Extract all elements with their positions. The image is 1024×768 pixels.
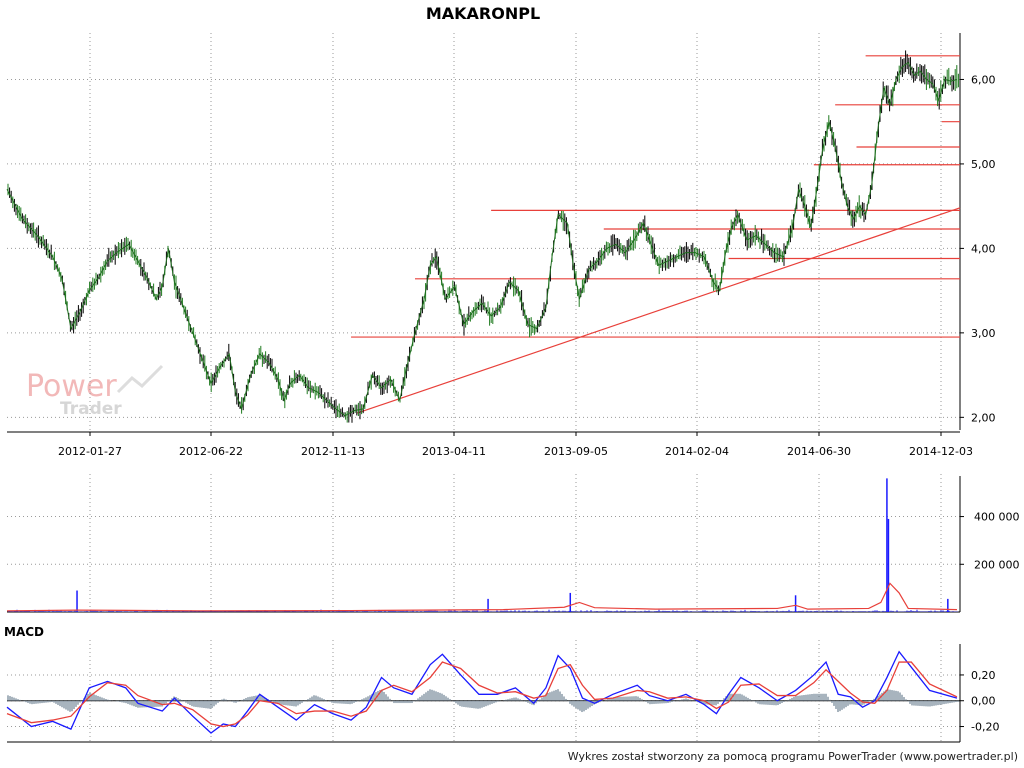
x-tick-label: 2014-12-03 (909, 445, 973, 458)
x-tick-label: 2013-09-05 (544, 445, 608, 458)
x-tick-label: 2013-04-11 (422, 445, 486, 458)
macd-title: MACD (4, 625, 44, 639)
y-tick-label: 2,00 (971, 411, 996, 424)
logo-power: Power (26, 369, 117, 404)
y-tick-label: 0,20 (971, 669, 996, 682)
x-tick-label: 2012-06-22 (179, 445, 243, 458)
logo-trader: Trader (60, 399, 122, 419)
footer-credit: Wykres został stworzony za pomocą progra… (568, 750, 1018, 763)
y-tick-label: 0,00 (971, 695, 996, 708)
x-tick-label: 2014-02-04 (665, 445, 729, 458)
x-tick-label: 2014-06-30 (787, 445, 851, 458)
macd-signal-line (6, 661, 958, 728)
price-panel: 2,00 3,00 4,00 5,00 6,00 2012-01-27 2012-06-22… (6, 33, 996, 458)
powertrader-logo: Power Trader (26, 364, 164, 419)
macd-panel: -0,20 0,00 0,20 (6, 644, 999, 743)
price-series-line (6, 61, 958, 417)
y-tick-label: -0,20 (971, 721, 999, 734)
y-tick-label: 400 000 (974, 511, 1020, 524)
volume-average-line (6, 582, 957, 612)
trend-line (356, 207, 961, 414)
logo-swoosh (116, 364, 164, 394)
y-tick-label: 5,00 (971, 158, 996, 171)
y-tick-label: 3,00 (971, 327, 996, 340)
volume-panel: 200 000 400 000 (6, 476, 1020, 613)
y-tick-label: 200 000 (974, 558, 1020, 571)
chart-title: MAKARONPL (426, 4, 540, 23)
x-tick-label: 2012-01-27 (58, 445, 122, 458)
y-tick-label: 4,00 (971, 242, 996, 255)
macd-line (6, 650, 958, 734)
x-tick-label: 2012-11-13 (301, 445, 365, 458)
y-tick-label: 6,00 (971, 73, 996, 86)
